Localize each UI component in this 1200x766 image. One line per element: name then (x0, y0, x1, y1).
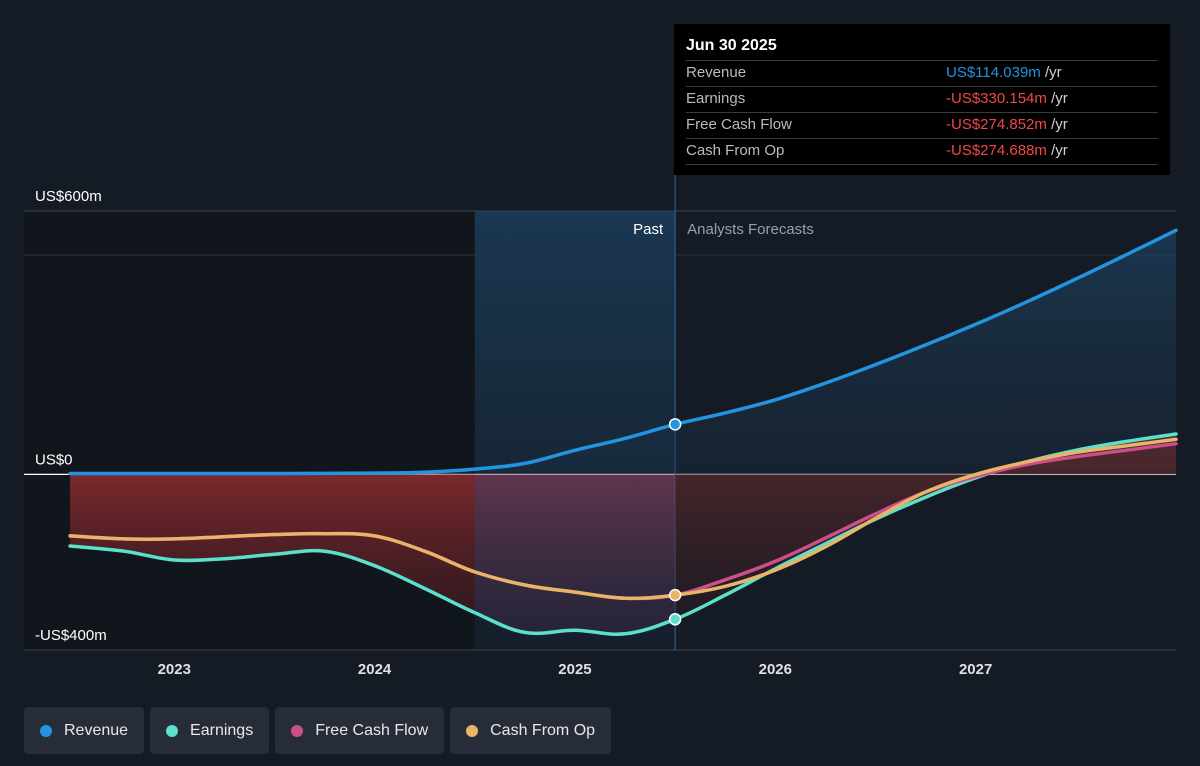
tooltip-row-label: Cash From Op (686, 142, 785, 159)
past-background (24, 211, 475, 650)
x-tick-label: 2025 (558, 661, 591, 678)
past-label: Past (633, 221, 664, 238)
tooltip-row-label: Earnings (686, 90, 746, 107)
legend-item-earnings[interactable]: Earnings (150, 707, 270, 754)
tooltip-row-label: Free Cash Flow (686, 116, 792, 133)
y-tick-label: US$0 (35, 451, 73, 468)
earnings-area-future (675, 434, 1176, 620)
legend-item-free-cash-flow[interactable]: Free Cash Flow (275, 707, 445, 754)
earnings-area-highlight (474, 474, 676, 635)
tooltip-row: Free Cash Flow -US$274.852m /yr (686, 112, 1158, 138)
tooltip-row: Cash From Op -US$274.688m /yr (686, 138, 1158, 165)
x-tick-label: 2026 (759, 661, 792, 678)
tooltip-row: Earnings -US$330.154m /yr (686, 86, 1158, 112)
legend-item-label: Cash From Op (490, 721, 596, 739)
tooltip-value-number: US$114.039m (946, 64, 1041, 81)
legend-item-cash-from-op[interactable]: Cash From Op (450, 707, 612, 754)
tooltip-row-value: -US$274.852m /yr (946, 113, 1068, 138)
tooltip-value-unit: /yr (1040, 64, 1062, 81)
forecast-label: Analysts Forecasts (687, 221, 814, 238)
legend-dot-icon (40, 724, 52, 737)
legend: Revenue Earnings Free Cash Flow Cash From O… (24, 707, 612, 754)
legend-item-label: Earnings (190, 721, 254, 739)
tooltip-row-value: -US$330.154m /yr (946, 87, 1068, 112)
x-tick-label: 2024 (358, 661, 392, 678)
revenue-area (70, 230, 1177, 475)
legend-dot-icon (166, 724, 179, 737)
tooltip-value-unit: /yr (1046, 116, 1068, 133)
tooltip-value-unit: /yr (1046, 142, 1068, 159)
tooltip-value-unit: /yr (1046, 90, 1068, 107)
tooltip-row: Revenue US$114.039m /yr (686, 60, 1158, 86)
tooltip-value-number: -US$330.154m (946, 90, 1047, 107)
cash-from-op-line (68, 437, 1178, 601)
legend-dot-icon (466, 724, 479, 737)
y-tick-label: -US$400m (35, 627, 107, 644)
tooltip-row-label: Revenue (686, 64, 747, 81)
tooltip-row-value: -US$274.688m /yr (946, 139, 1068, 164)
y-tick-label: US$600m (35, 188, 102, 205)
tooltip-date: Jun 30 2025 (686, 37, 777, 54)
x-tick-label: 2023 (158, 661, 191, 678)
earnings-marker (668, 613, 682, 626)
earnings-area-past (70, 474, 475, 613)
legend-item-label: Free Cash Flow (315, 721, 429, 739)
legend-dot-icon (291, 724, 304, 737)
tooltip-row-value: US$114.039m /yr (946, 61, 1062, 86)
legend-item-label: Revenue (64, 721, 129, 739)
tooltip-value-number: -US$274.852m (946, 116, 1047, 133)
legend-item-revenue[interactable]: Revenue (24, 707, 145, 754)
x-tick-label: 2027 (959, 661, 992, 678)
tooltip-panel: Jun 30 2025 Revenue US$114.039m /yr Earnin… (674, 24, 1170, 175)
revenue-marker (668, 418, 682, 431)
cash-from-op-marker (668, 588, 682, 602)
tooltip-value-number: -US$274.688m (946, 142, 1047, 159)
